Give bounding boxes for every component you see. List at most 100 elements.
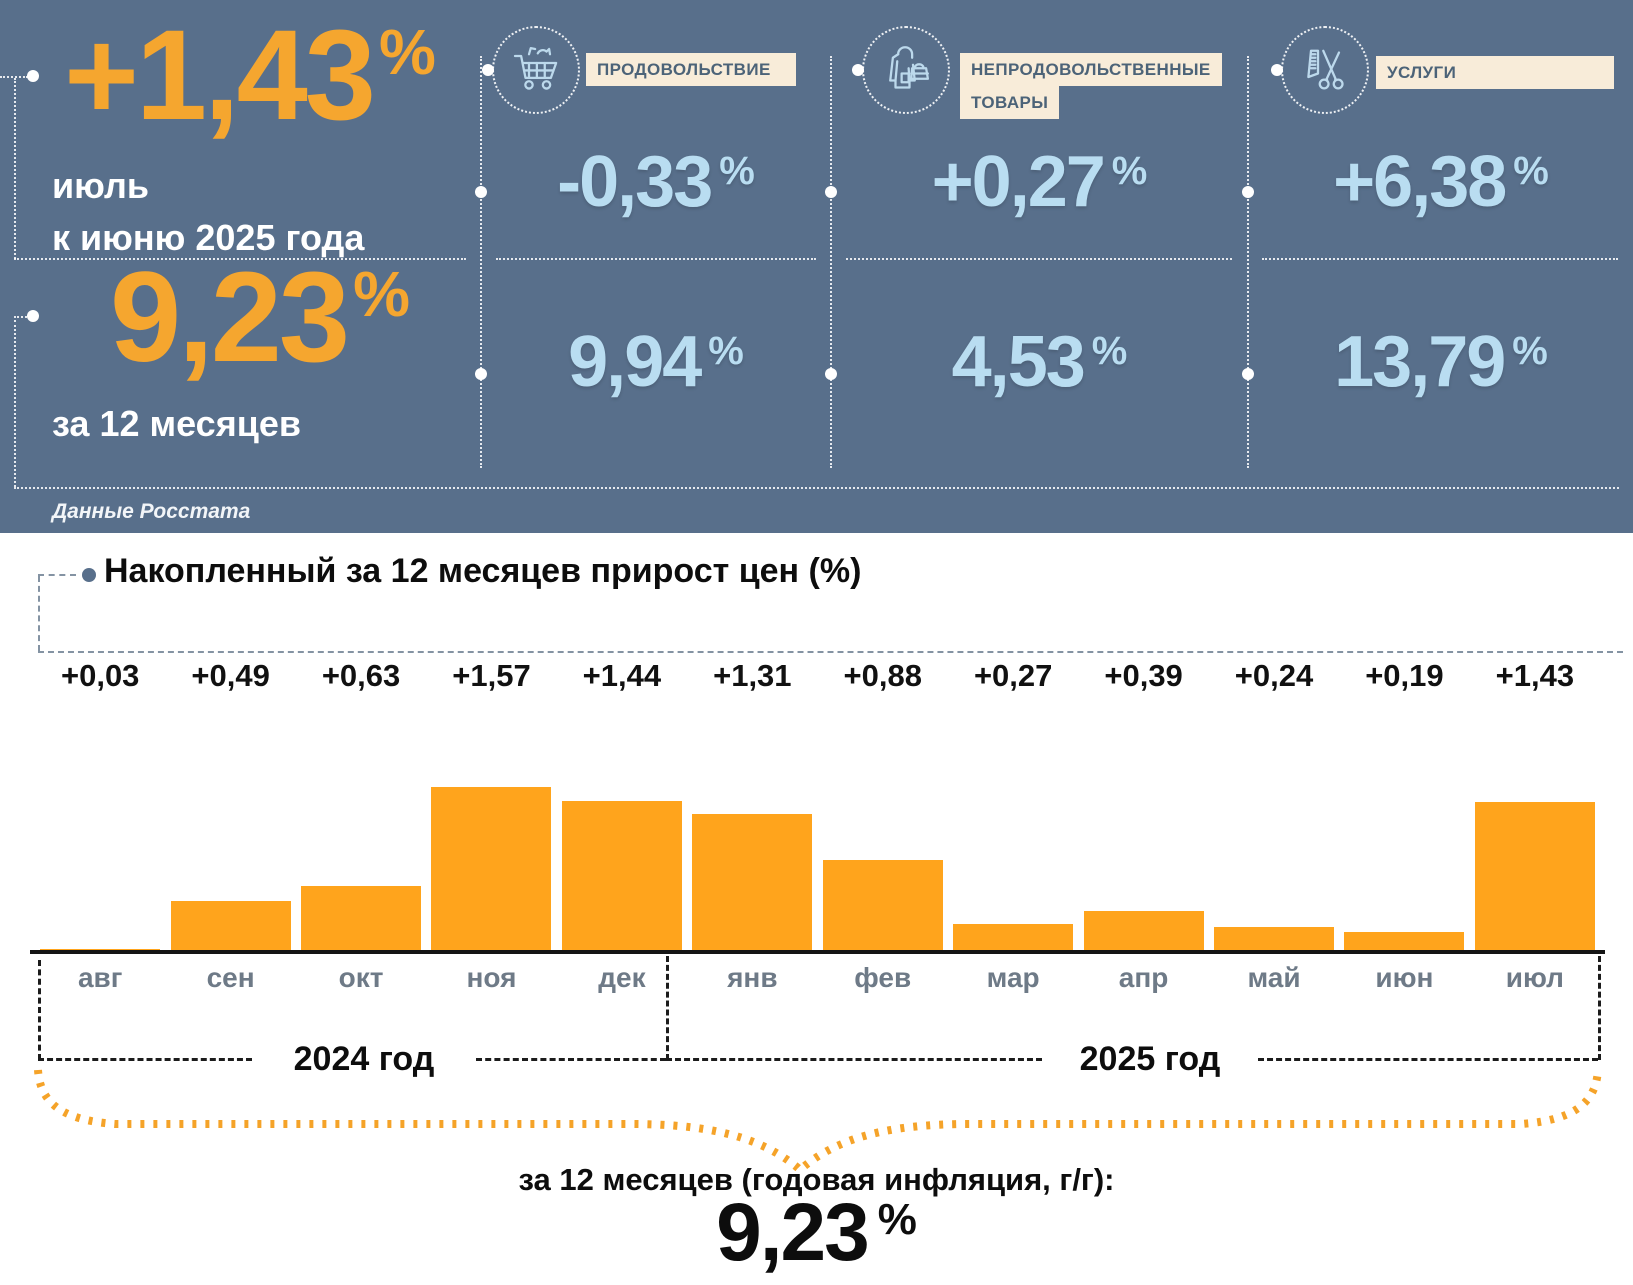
connector-dot xyxy=(27,310,39,322)
bar-value-label: +1,57 xyxy=(452,658,531,693)
month-label: ноя xyxy=(466,962,517,993)
annual-inflation-total: 9,23% xyxy=(0,1192,1633,1274)
percent-sign: % xyxy=(708,329,744,373)
bar xyxy=(953,924,1074,952)
month-label: сен xyxy=(206,962,255,993)
connector-line xyxy=(14,316,30,318)
caption-line: к июню 2025 года xyxy=(52,217,365,259)
year-2024-label: 2024 год xyxy=(293,1040,435,1078)
nonfood-annual-value: 4,53% xyxy=(832,326,1247,398)
value-number: 13,79 xyxy=(1334,322,1506,402)
brace-curve xyxy=(34,1069,1602,1176)
bar-cell xyxy=(165,780,295,952)
chart-title: Накопленный за 12 месяцев прирост цен (%… xyxy=(104,552,862,590)
connector-dot xyxy=(482,64,494,76)
clothing-bag-icon xyxy=(889,46,930,89)
food-icon-circle xyxy=(492,26,580,114)
bar xyxy=(561,801,682,952)
bar-value-label: +1,43 xyxy=(1495,658,1575,693)
month-label: окт xyxy=(338,962,384,993)
services-icon-circle xyxy=(1281,26,1369,114)
bar xyxy=(301,886,422,952)
bar-value-label: +0,03 xyxy=(60,658,140,693)
bar xyxy=(1214,927,1334,952)
month-label: июл xyxy=(1505,962,1564,993)
title-connector-line xyxy=(38,576,40,651)
bar-cell xyxy=(1209,780,1339,952)
total-number: 9,23 xyxy=(716,1187,870,1278)
bar-value-labels-row: +0,03 +0,49 +0,63 +1,57 +1,44 +1,31 +0,88 +0,27… xyxy=(35,658,1600,694)
bar-cell xyxy=(948,780,1078,952)
badge-label: ТОВАРЫ xyxy=(960,86,1060,119)
column-separator xyxy=(480,56,482,468)
food-annual-value: 9,94% xyxy=(482,326,830,398)
year-bracket-line xyxy=(666,1058,1042,1061)
bar-cell xyxy=(426,780,556,952)
food-label-badge: ПРОДОВОЛЬСТВИЕ xyxy=(586,53,796,86)
bar xyxy=(170,901,291,952)
nonfood-icon-circle xyxy=(862,26,950,114)
connector-line xyxy=(14,78,16,259)
bar xyxy=(1083,911,1204,952)
nonfood-monthly-value: +0,27% xyxy=(832,146,1247,218)
month-labels-row: авг сен окт ноя дек янв фев мар апр май июн июл xyxy=(35,962,1600,994)
connector-dot xyxy=(1242,368,1254,380)
annual-inflation-caption: за 12 месяцев xyxy=(52,403,301,444)
percent-sign: % xyxy=(1111,149,1148,193)
divider-line xyxy=(846,258,1232,260)
caption-line: июль xyxy=(52,165,149,206)
column-separator xyxy=(830,56,832,468)
connector-dot xyxy=(852,64,864,76)
annual-inflation-annotation: за 12 месяцев (годовая инфляция, г/г): xyxy=(518,1162,1115,1197)
bar-value-label: +0,27 xyxy=(973,658,1053,693)
bar-value-label: +0,39 xyxy=(1104,658,1183,693)
bar-cell xyxy=(1339,780,1469,952)
month-label: авг xyxy=(77,962,123,993)
data-source-note: Данные Росстата xyxy=(52,500,251,523)
bar-cell xyxy=(1470,780,1600,952)
monthly-inflation-caption: июль к июню 2025 года xyxy=(52,160,364,264)
bar-value-label: +0,63 xyxy=(321,658,401,693)
bar-value-label: +1,44 xyxy=(582,658,662,693)
percent-sign: % xyxy=(877,1195,917,1244)
badge-label: УСЛУГИ xyxy=(1376,56,1614,89)
title-bullet xyxy=(82,568,96,582)
month-label: фев xyxy=(854,962,912,993)
badge-label: ПРОДОВОЛЬСТВИЕ xyxy=(586,53,796,86)
bar-value-label: +0,88 xyxy=(843,658,922,693)
month-label: мар xyxy=(986,962,1040,993)
divider-line xyxy=(1262,258,1618,260)
connector-dot xyxy=(475,186,487,198)
chart-baseline xyxy=(30,950,1605,954)
badge-label: НЕПРОДОВОЛЬСТВЕННЫЕ xyxy=(960,53,1222,86)
month-label: янв xyxy=(727,962,778,993)
year-bracket-line xyxy=(476,1058,666,1061)
month-label: май xyxy=(1247,962,1301,993)
chart-top-rule xyxy=(38,651,1623,653)
connector-dot xyxy=(825,368,837,380)
bar xyxy=(1474,802,1595,952)
bar-value-label: +0,24 xyxy=(1234,658,1314,693)
year-bracket-line xyxy=(38,1058,252,1061)
bar-cell xyxy=(1078,780,1208,952)
year-2025-label: 2025 год xyxy=(1079,1040,1221,1078)
hero-section: +1,43 % июль к июню 2025 года 9,23 % за … xyxy=(0,0,1633,533)
services-monthly-value: +6,38% xyxy=(1249,146,1633,218)
title-connector-line xyxy=(38,574,76,576)
month-label: дек xyxy=(598,962,646,993)
value-number: +0,27 xyxy=(931,142,1106,222)
percent-sign: % xyxy=(353,258,411,330)
bar-cell xyxy=(818,780,948,952)
annual-inflation-number: 9,23 xyxy=(109,246,350,389)
nonfood-label-badge: НЕПРОДОВОЛЬСТВЕННЫЕ ТОВАРЫ xyxy=(960,53,1222,119)
percent-sign: % xyxy=(719,149,755,193)
value-number: +6,38 xyxy=(1333,142,1507,222)
services-label-badge: УСЛУГИ xyxy=(1376,56,1614,89)
connector-line xyxy=(0,76,28,78)
year-bracket-line xyxy=(666,956,669,1060)
connector-dot xyxy=(1242,186,1254,198)
connector-dot xyxy=(825,186,837,198)
cart-icon xyxy=(513,46,558,90)
percent-sign: % xyxy=(378,16,436,88)
